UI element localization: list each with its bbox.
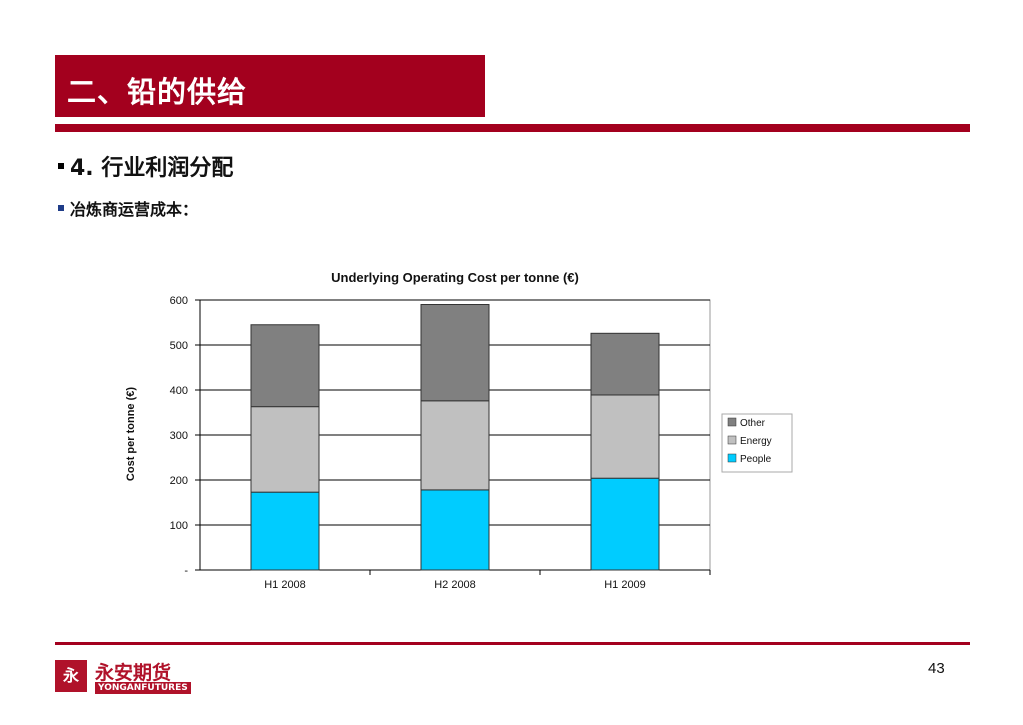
bar-people xyxy=(420,489,490,571)
title-divider xyxy=(55,124,970,132)
y-tick-label: 100 xyxy=(170,520,188,532)
x-tick-label: H1 2009 xyxy=(604,579,646,591)
page-number: 43 xyxy=(928,660,945,677)
bullet-marker xyxy=(58,205,64,211)
plot-area: - 100 200 300 400 500 600 H1 2008 H2 2008 H1 2009 xyxy=(170,295,711,591)
bullet-text: 冶炼商运营成本： xyxy=(70,200,199,219)
logo-english-name: YONGANFUTURES xyxy=(95,682,191,694)
legend-label-people: People xyxy=(740,454,772,465)
slide-title-banner: 二、铅的供给 xyxy=(55,55,485,117)
bar-energy xyxy=(250,406,320,493)
bullet-section-heading: 4. 行业利润分配 xyxy=(58,150,233,182)
x-tick-label: H2 2008 xyxy=(434,579,476,591)
slide-title: 二、铅的供给 xyxy=(67,75,248,109)
bar-energy xyxy=(420,400,490,491)
bullet-marker xyxy=(58,163,64,169)
bullet-text: 4. 行业利润分配 xyxy=(70,156,234,181)
x-tick-label: H1 2008 xyxy=(264,579,306,591)
bar-people xyxy=(590,477,660,571)
y-tick-label: 500 xyxy=(170,340,188,352)
chart-legend: Other Energy People xyxy=(721,413,793,473)
y-tick-label: 400 xyxy=(170,385,188,397)
y-tick-label: 200 xyxy=(170,475,188,487)
bar-other xyxy=(590,332,660,396)
bar-other xyxy=(420,304,490,402)
bar-other xyxy=(250,324,320,408)
y-axis-label: Cost per tonne (€) xyxy=(125,387,137,481)
legend-swatch-energy xyxy=(727,435,737,445)
y-tick-label: - xyxy=(184,565,188,577)
bullet-subheading: 冶炼商运营成本： xyxy=(58,196,198,220)
footer-divider xyxy=(55,642,970,645)
legend-swatch-other xyxy=(727,417,737,427)
operating-cost-chart: Underlying Operating Cost per tonne (€) … xyxy=(125,270,793,591)
legend-swatch-people xyxy=(727,453,737,463)
logo-mark: 永 xyxy=(55,660,87,692)
legend-label-other: Other xyxy=(740,418,766,429)
bar-energy xyxy=(590,394,660,479)
bar-people xyxy=(250,491,320,571)
y-tick-label: 600 xyxy=(170,295,188,307)
legend-label-energy: Energy xyxy=(740,436,772,447)
logo-chinese-name: 永安期货 xyxy=(95,662,172,684)
company-logo: 永 永安期货 YONGANFUTURES xyxy=(55,658,195,696)
chart-title: Underlying Operating Cost per tonne (€) xyxy=(331,270,579,285)
y-tick-label: 300 xyxy=(170,430,188,442)
